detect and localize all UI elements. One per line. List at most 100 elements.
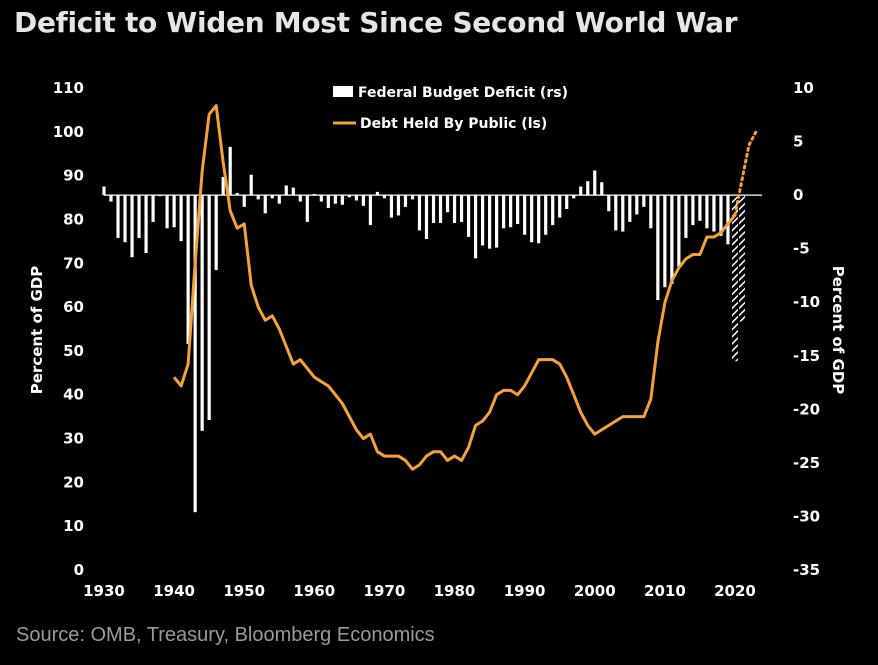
- deficit-bar: [326, 195, 330, 208]
- legend: Federal Budget Deficit (rs) Debt Held By…: [333, 85, 568, 132]
- deficit-bar: [712, 195, 716, 232]
- deficit-bar: [130, 195, 134, 258]
- deficit-bar: [649, 195, 653, 229]
- deficit-bar: [705, 195, 709, 229]
- deficit-bars: [102, 146, 745, 513]
- deficit-bar: [340, 195, 344, 205]
- x-tick-label: 2010: [644, 582, 686, 600]
- deficit-bar-projected: [731, 195, 738, 362]
- deficit-bar: [354, 195, 358, 201]
- chart-title: Deficit to Widen Most Since Second World…: [14, 6, 738, 39]
- deficit-bar: [663, 195, 667, 288]
- deficit-bar: [473, 195, 478, 259]
- deficit-bar: [635, 195, 639, 215]
- deficit-bar: [502, 195, 506, 229]
- deficit-bar: [424, 195, 429, 240]
- deficit-bar: [516, 195, 520, 225]
- x-tick-label: 1990: [504, 582, 546, 600]
- debt-line-projected: [733, 130, 758, 217]
- right-tick-label: -15: [793, 347, 820, 365]
- deficit-bar: [396, 195, 401, 216]
- left-axis: 0 10 20 30 40 50 60 70 80 90 100 110: [53, 79, 84, 579]
- deficit-bar: [200, 195, 204, 431]
- x-tick-label: 1970: [364, 582, 406, 600]
- deficit-bar: [572, 195, 576, 199]
- deficit-bar: [600, 182, 604, 196]
- deficit-bar: [438, 195, 443, 223]
- deficit-bar: [431, 195, 436, 223]
- deficit-bar: [537, 195, 541, 244]
- right-tick-label: -25: [793, 454, 820, 472]
- debt-line: [172, 104, 758, 471]
- x-axis: 1930 1940 1950 1960 1970 1980 1990 2000 2010 2020: [83, 582, 756, 600]
- left-tick-label: 10: [63, 517, 84, 535]
- deficit-bar: [347, 195, 351, 198]
- deficit-bar: [375, 191, 380, 196]
- deficit-bar: [558, 195, 562, 218]
- deficit-bar: [523, 195, 527, 235]
- left-tick-label: 80: [63, 211, 84, 229]
- left-tick-label: 0: [74, 561, 84, 579]
- deficit-bar: [726, 195, 730, 245]
- deficit-bar: [480, 195, 485, 246]
- deficit-bar-projected: [738, 195, 745, 322]
- deficit-bar: [193, 195, 197, 513]
- source-note: Source: OMB, Treasury, Bloomberg Economi…: [16, 624, 435, 646]
- right-axis-label: Percent of GDP: [829, 266, 847, 395]
- right-tick-label: -20: [793, 400, 820, 418]
- x-tick-label: 1930: [83, 582, 125, 600]
- deficit-bar: [123, 195, 127, 243]
- deficit-bar: [466, 195, 471, 237]
- left-tick-label: 20: [63, 473, 84, 491]
- deficit-bar: [530, 195, 534, 243]
- deficit-bar: [249, 174, 253, 196]
- deficit-bar: [551, 195, 555, 226]
- deficit-bar: [361, 195, 365, 206]
- deficit-bar: [509, 195, 513, 228]
- deficit-bar: [628, 195, 632, 222]
- deficit-bar: [417, 195, 422, 231]
- legend-bar-label: Federal Budget Deficit (rs): [358, 85, 568, 101]
- right-axis: -35 -30 -25 -20 -15 -10 -5 0 5 10: [793, 79, 820, 579]
- deficit-bar: [368, 195, 373, 226]
- right-tick-label: -35: [793, 561, 820, 579]
- debt-line-path: [172, 104, 737, 471]
- deficit-bar: [333, 195, 337, 204]
- deficit-bar: [137, 195, 141, 238]
- deficit-bar: [228, 146, 232, 196]
- right-tick-label: 0: [793, 186, 803, 204]
- deficit-bar: [298, 195, 302, 202]
- deficit-bar: [544, 195, 548, 235]
- deficit-bar: [698, 195, 702, 221]
- deficit-bar: [144, 195, 148, 253]
- deficit-bar: [151, 195, 155, 222]
- left-axis-label: Percent of GDP: [28, 266, 46, 395]
- deficit-bar: [445, 195, 450, 213]
- deficit-bar: [116, 195, 120, 238]
- deficit-bar: [487, 195, 492, 249]
- left-tick-label: 60: [63, 298, 84, 316]
- deficit-bar: [102, 186, 106, 196]
- deficit-bar: [719, 195, 723, 236]
- deficit-bar: [656, 195, 660, 301]
- deficit-bar: [677, 195, 681, 267]
- deficit-bar: [207, 195, 211, 421]
- deficit-bar: [579, 186, 583, 196]
- x-tick-label: 1980: [434, 582, 476, 600]
- x-tick-label: 1950: [223, 582, 265, 600]
- deficit-bar: [691, 195, 695, 226]
- deficit-bar: [263, 195, 267, 214]
- left-tick-label: 50: [63, 342, 84, 360]
- right-tick-label: 5: [793, 133, 803, 151]
- x-tick-label: 2020: [714, 582, 756, 600]
- x-tick-label: 1940: [153, 582, 195, 600]
- left-tick-label: 110: [53, 79, 84, 97]
- deficit-bar: [607, 195, 611, 212]
- deficit-bar: [186, 195, 190, 344]
- deficit-bar: [459, 195, 464, 222]
- deficit-bar: [256, 195, 260, 200]
- right-tick-label: -5: [793, 240, 810, 258]
- deficit-bar: [452, 195, 457, 223]
- left-tick-label: 40: [63, 386, 84, 404]
